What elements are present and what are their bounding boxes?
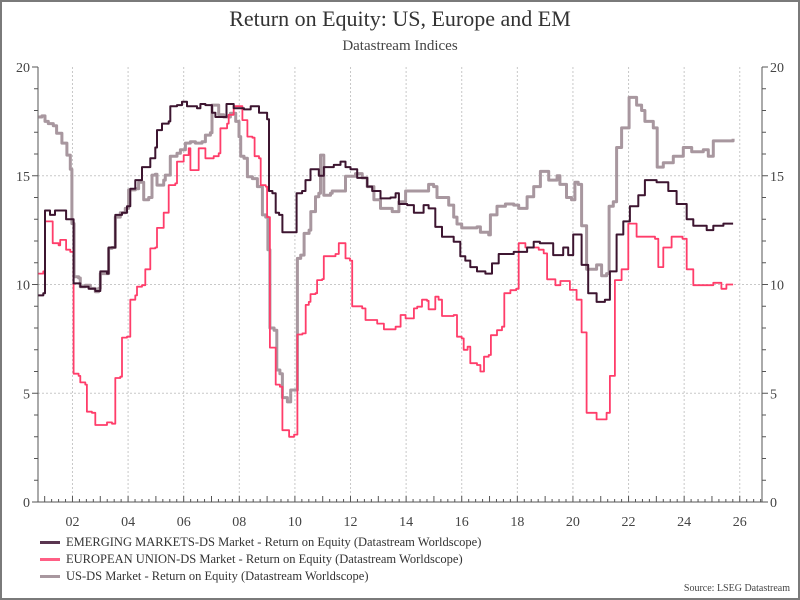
y-tick-label-right: 5 [770,387,777,402]
x-tick-label: 06 [177,515,191,530]
chart-subtitle: Datastream Indices [342,38,458,54]
y-tick-label-right: 0 [770,496,777,511]
chart-legend: EMERGING MARKETS-DS Market - Return on E… [40,534,481,585]
y-tick-label-left: 5 [23,387,30,402]
y-tick-label-left: 10 [16,279,30,294]
x-tick-label: 08 [232,515,246,530]
x-tick-label: 10 [288,515,302,530]
x-tick-label: 20 [566,515,580,530]
legend-label-em: EMERGING MARKETS-DS Market - Return on E… [66,535,482,549]
x-tick-label: 16 [455,515,469,530]
x-tick-label: 24 [677,515,691,530]
x-tick-label: 14 [399,515,413,530]
x-tick-label: 02 [65,515,79,530]
legend-label-us: US-DS Market - Return on Equity (Datastr… [66,569,369,583]
series-line-european-union [38,105,734,438]
source-note: Source: LSEG Datastream [683,583,790,594]
legend-item-em: EMERGING MARKETS-DS Market - Return on E… [40,534,481,551]
x-tick-label: 26 [733,515,747,530]
series-line-us [38,95,735,404]
y-tick-label-right: 20 [770,61,784,76]
legend-swatch-em [40,541,60,544]
y-tick-label-left: 20 [16,61,30,76]
legend-item-us: US-DS Market - Return on Equity (Datastr… [40,568,481,585]
x-tick-label: 04 [121,515,135,530]
legend-item-eu: EUROPEAN UNION-DS Market - Return on Equ… [40,551,481,568]
y-tick-label-right: 15 [770,170,784,185]
series-line-emerging-markets [38,100,734,303]
legend-swatch-us [40,575,60,578]
x-tick-label: 12 [344,515,358,530]
y-tick-label-right: 10 [770,279,784,294]
legend-label-eu: EUROPEAN UNION-DS Market - Return on Equ… [66,552,463,566]
x-tick-label: 22 [622,515,636,530]
x-tick-label: 18 [510,515,524,530]
y-tick-label-left: 15 [16,170,30,185]
chart-title: Return on Equity: US, Europe and EM [229,6,571,31]
y-tick-label-left: 0 [23,496,30,511]
legend-swatch-eu [40,558,60,561]
